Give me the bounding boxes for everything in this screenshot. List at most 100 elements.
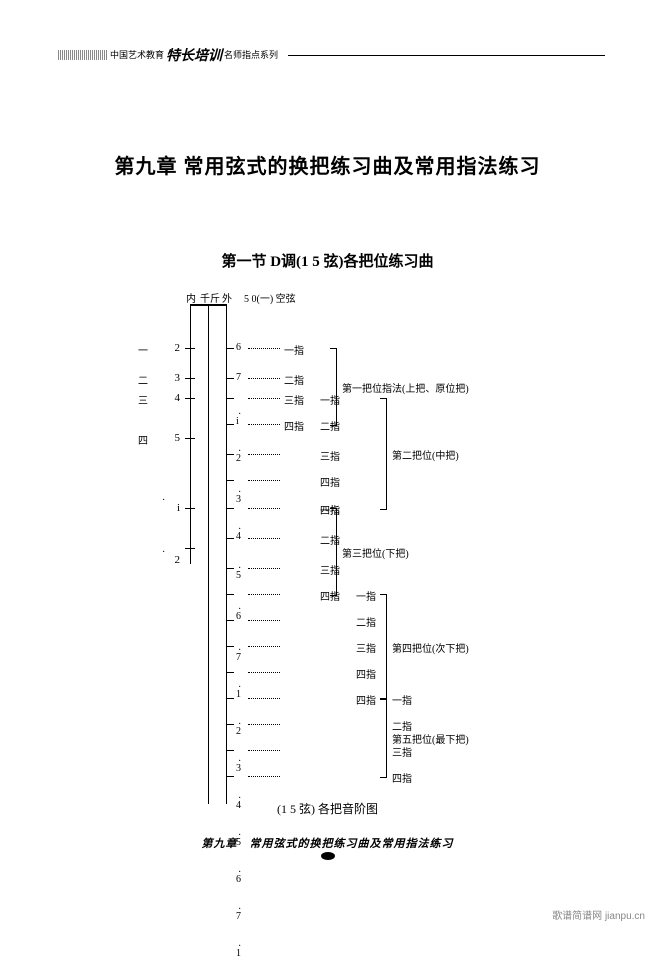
dots-0 (248, 348, 280, 349)
tick-15 (226, 750, 234, 751)
tick-14 (226, 724, 234, 725)
finger5-16: 四指 (392, 770, 412, 785)
tick-6 (226, 508, 234, 509)
dots-9 (248, 594, 280, 595)
bracket-label-3: 第四把位(次下把) (392, 640, 469, 655)
tick-2 (226, 398, 234, 399)
bracket-label-0: 第一把位指法(上把、原位把) (342, 380, 469, 395)
finger1-1: 二指 (284, 372, 304, 387)
left-num-4: i (160, 502, 180, 514)
left-num-5: 2 (160, 554, 180, 566)
dots-14 (248, 724, 280, 725)
left-name-3: 四 (130, 432, 148, 447)
finger2-5: 四指 (320, 474, 340, 489)
chapter-title: 第九章 常用弦式的换把练习曲及常用指法练习 (0, 150, 655, 179)
bracket-3 (380, 594, 387, 700)
note-5: 4 (236, 531, 655, 542)
finger4-10: 二指 (356, 614, 376, 629)
left-tick-1 (185, 378, 195, 379)
dots-15 (248, 750, 280, 751)
left-tick-3 (185, 438, 195, 439)
watermark: 歌谱简谱网 jianpu.cn (552, 907, 645, 922)
header-decoration (58, 50, 108, 60)
dots-6 (248, 508, 280, 509)
note-1: 7 (236, 372, 241, 383)
footer-text: 第九章 常用弦式的换把练习曲及常用指法练习 (0, 835, 655, 851)
dots-1 (248, 378, 280, 379)
tick-10 (226, 620, 234, 621)
tick-11 (226, 646, 234, 647)
dots-8 (248, 568, 280, 569)
finger1-0: 一指 (284, 342, 304, 357)
col-inner-label: 内 (186, 290, 196, 305)
left-num-2: 4 (160, 392, 180, 404)
finger2-4: 三指 (320, 448, 340, 463)
note-11: 3 (236, 763, 655, 774)
finger4-9: 一指 (356, 588, 376, 603)
footer-ornament (321, 852, 335, 860)
bracket-label-4: 第五把位(最下把) (392, 731, 469, 746)
tick-12 (226, 672, 234, 673)
note-7: 6 (236, 611, 655, 622)
left-tick-0 (185, 348, 195, 349)
diagram-caption: (1 5 弦) 各把音阶图 (0, 800, 655, 817)
header-rule (288, 55, 605, 56)
dots-16 (248, 776, 280, 777)
vline-qianjin (208, 304, 209, 804)
bracket-1 (380, 398, 387, 510)
finger1-2: 三指 (284, 392, 304, 407)
bracket-label-2: 第三把位(下把) (342, 545, 409, 560)
left-name-2: 三 (130, 392, 148, 407)
note-16: 1 (236, 948, 655, 959)
dots-7 (248, 538, 280, 539)
finger4-13: 四指 (356, 692, 376, 707)
tick-16 (226, 776, 234, 777)
left-num-1: 3 (160, 372, 180, 384)
dots-3 (248, 424, 280, 425)
dots-11 (248, 646, 280, 647)
note-6: 5 (236, 570, 655, 581)
left-num-0: 2 (160, 342, 180, 354)
dots-2 (248, 398, 280, 399)
col-kongxian-label: 5 0(一) 空弦 (244, 290, 296, 305)
bracket-4 (380, 698, 387, 778)
tick-7 (226, 538, 234, 539)
finger5-13: 一指 (392, 692, 412, 707)
tick-0 (226, 348, 234, 349)
tick-4 (226, 454, 234, 455)
bracket-0 (330, 348, 337, 426)
finger4-12: 四指 (356, 666, 376, 681)
bracket-label-1: 第二把位(中把) (392, 447, 459, 462)
dots-10 (248, 620, 280, 621)
left-name-1: 二 (130, 372, 148, 387)
finger5-15: 三指 (392, 744, 412, 759)
dots-12 (248, 672, 280, 673)
tick-8 (226, 568, 234, 569)
header-posttext: 名师指点系列 (224, 51, 278, 60)
dots-5 (248, 480, 280, 481)
left-tick-2 (185, 398, 195, 399)
tick-5 (226, 480, 234, 481)
col-outer-label: 外 (222, 290, 232, 305)
finger4-11: 三指 (356, 640, 376, 655)
section-title: 第一节 D调(1 5 弦)各把位练习曲 (0, 250, 655, 271)
tick-13 (226, 698, 234, 699)
note-0: 6 (236, 342, 241, 353)
note-4: 3 (236, 494, 655, 505)
left-num-3: 5 (160, 432, 180, 444)
vline-inner (190, 304, 191, 564)
tick-9 (226, 594, 234, 595)
left-tick-5 (185, 548, 195, 549)
page: 中国艺术教育 特长培训 名师指点系列 第九章 常用弦式的换把练习曲及常用指法练习… (0, 0, 655, 928)
left-tick-4 (185, 508, 195, 509)
left-name-0: 一 (130, 342, 148, 357)
dots-13 (248, 698, 280, 699)
finger1-3: 四指 (284, 418, 304, 433)
fingerboard-diagram: 内千斤外5 0(一) 空弦一2二3三4四5i26一指7二指i三指一指2四指二指3… (130, 290, 550, 790)
tick-1 (226, 378, 234, 379)
bracket-2 (330, 508, 337, 596)
vline-outer (226, 304, 227, 804)
note-9: 1 (236, 689, 655, 700)
note-14: 6 (236, 874, 655, 885)
header-band: 中国艺术教育 特长培训 名师指点系列 (58, 46, 605, 64)
